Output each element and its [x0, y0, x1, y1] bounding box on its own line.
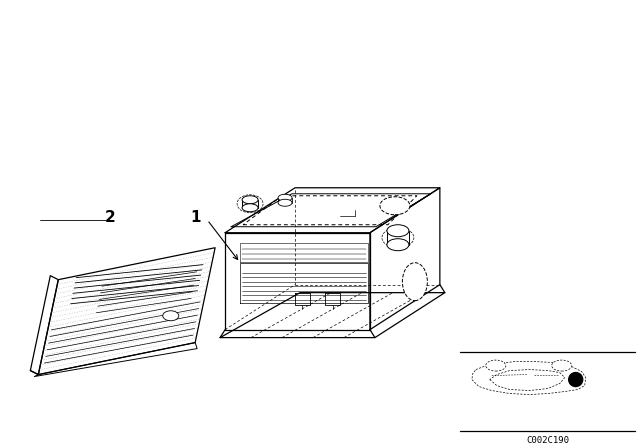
Circle shape [569, 373, 582, 387]
Ellipse shape [486, 360, 506, 371]
Ellipse shape [163, 311, 179, 321]
Ellipse shape [387, 239, 409, 251]
Ellipse shape [278, 199, 292, 206]
Ellipse shape [552, 360, 572, 371]
Ellipse shape [242, 196, 258, 204]
Ellipse shape [403, 263, 428, 301]
Ellipse shape [380, 197, 410, 215]
Text: 2: 2 [105, 210, 116, 225]
Ellipse shape [387, 225, 409, 237]
Ellipse shape [242, 204, 258, 212]
Text: 1: 1 [190, 210, 200, 225]
Text: C002C190: C002C190 [526, 436, 569, 445]
Ellipse shape [278, 194, 292, 201]
